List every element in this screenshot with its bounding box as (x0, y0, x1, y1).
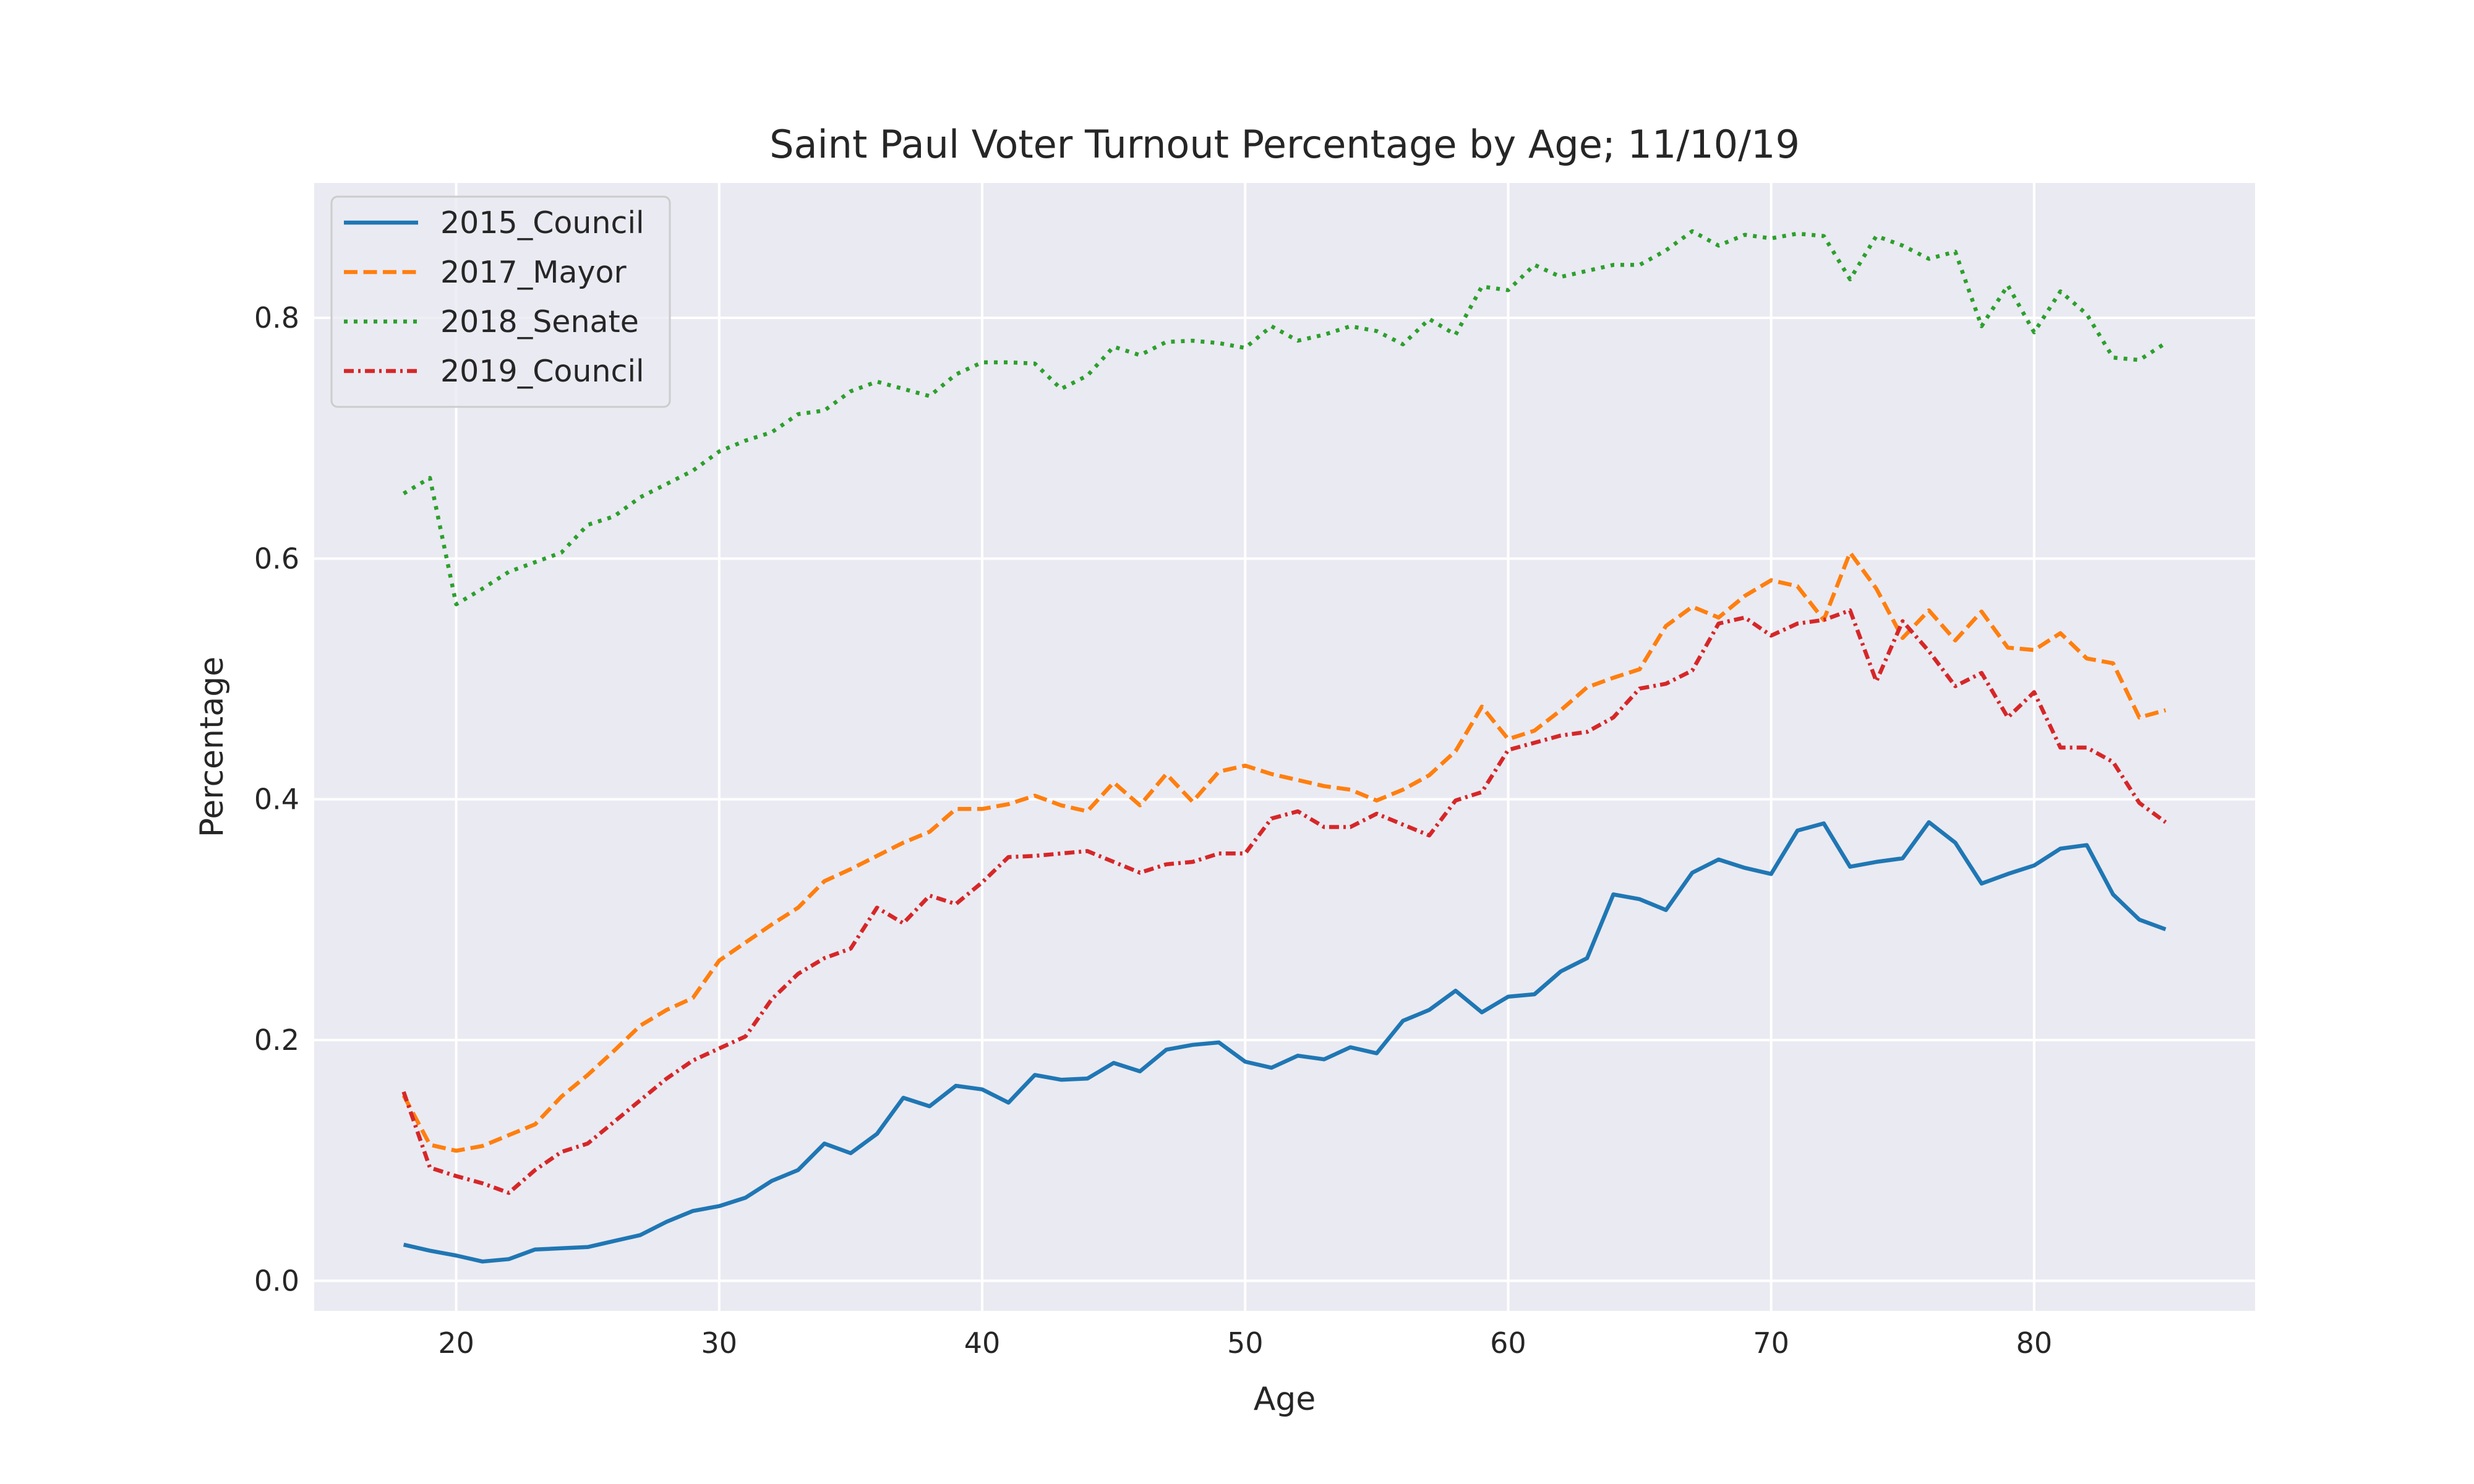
legend-label: 2017_Mayor (440, 255, 627, 290)
x-axis-ticks: 20 30 40 50 60 70 80 (438, 1326, 2052, 1360)
series-line-2019-council (401, 608, 2167, 1195)
series-line-2015-council (403, 820, 2167, 1264)
x-tick-label: 70 (1753, 1326, 1789, 1360)
chart-title: Saint Paul Voter Turnout Percentage by A… (769, 122, 1800, 167)
x-tick-label: 20 (438, 1326, 474, 1360)
x-axis-label: Age (1254, 1381, 1316, 1418)
y-tick-label: 0.6 (254, 542, 299, 575)
legend-label: 2015_Council (440, 205, 644, 241)
y-tick-label: 0.4 (254, 783, 299, 816)
legend-label: 2019_Council (440, 354, 644, 389)
legend-label: 2018_Senate (440, 304, 639, 339)
grid (314, 183, 2255, 1311)
x-tick-label: 80 (2016, 1326, 2053, 1360)
y-tick-label: 0.0 (254, 1264, 299, 1297)
series-layer (401, 229, 2167, 1264)
series-line-2017-mayor (401, 550, 2167, 1153)
y-tick-label: 0.2 (254, 1023, 299, 1057)
x-tick-label: 40 (964, 1326, 1001, 1360)
legend: 2015_Council 2017_Mayor 2018_Senate 2019_Co… (330, 195, 671, 408)
x-tick-label: 60 (1490, 1326, 1526, 1360)
y-axis-ticks: 0.0 0.2 0.4 0.6 0.8 (254, 301, 299, 1297)
y-axis-label: Percentage (194, 657, 231, 838)
legend-box (330, 195, 671, 408)
y-tick-label: 0.8 (254, 301, 299, 335)
x-tick-label: 30 (701, 1326, 738, 1360)
x-tick-label: 50 (1227, 1326, 1264, 1360)
